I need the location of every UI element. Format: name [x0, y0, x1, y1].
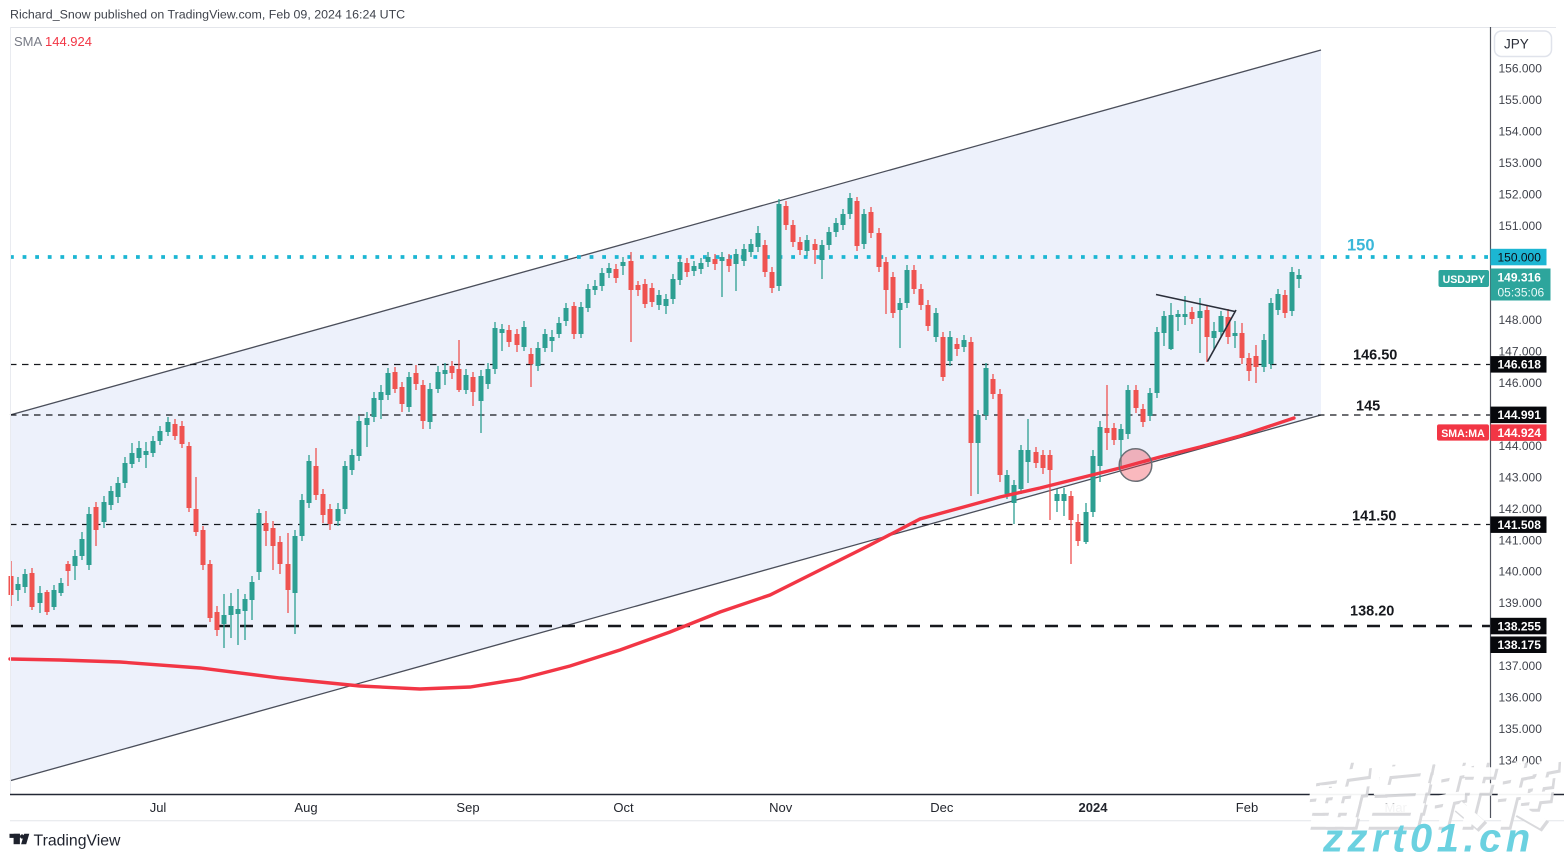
- svg-text:150: 150: [1347, 237, 1375, 255]
- svg-text:148.000: 148.000: [1499, 313, 1543, 327]
- svg-text:146.50: 146.50: [1353, 348, 1397, 364]
- svg-text:153.000: 153.000: [1499, 156, 1543, 170]
- svg-text:Oct: Oct: [613, 800, 634, 815]
- svg-text:SMA:MA: SMA:MA: [1441, 428, 1485, 440]
- svg-text:156.000: 156.000: [1499, 62, 1543, 76]
- svg-text:140.000: 140.000: [1499, 565, 1543, 579]
- svg-text:Nov: Nov: [769, 800, 793, 815]
- svg-text:150.000: 150.000: [1498, 250, 1542, 264]
- svg-text:146.000: 146.000: [1499, 376, 1543, 390]
- svg-text:141.000: 141.000: [1499, 533, 1543, 547]
- svg-text:146.618: 146.618: [1498, 358, 1542, 372]
- svg-text:Feb: Feb: [1236, 800, 1258, 815]
- svg-text:JPY: JPY: [1504, 37, 1529, 52]
- svg-text:139.000: 139.000: [1499, 596, 1543, 610]
- svg-text:143.000: 143.000: [1499, 470, 1543, 484]
- svg-text:138.20: 138.20: [1350, 604, 1394, 620]
- svg-text:144.924: 144.924: [45, 34, 92, 49]
- svg-text:144.991: 144.991: [1498, 408, 1542, 422]
- svg-text:142.000: 142.000: [1499, 502, 1543, 516]
- svg-text:149.316: 149.316: [1498, 271, 1542, 285]
- svg-text:154.000: 154.000: [1499, 125, 1543, 139]
- svg-text:Aug: Aug: [294, 800, 317, 815]
- svg-text:136.000: 136.000: [1499, 691, 1543, 705]
- svg-text:USDJPY: USDJPY: [1443, 274, 1485, 286]
- svg-text:137.000: 137.000: [1499, 659, 1543, 673]
- svg-text:TradingView: TradingView: [34, 833, 122, 850]
- svg-text:144.000: 144.000: [1499, 439, 1543, 453]
- svg-text:141.50: 141.50: [1352, 509, 1396, 525]
- svg-text:135.000: 135.000: [1499, 722, 1543, 736]
- svg-text:2024: 2024: [1079, 800, 1109, 815]
- svg-text:151.000: 151.000: [1499, 219, 1543, 233]
- svg-text:Dec: Dec: [930, 800, 954, 815]
- svg-text:Jul: Jul: [150, 800, 167, 815]
- svg-text:145: 145: [1356, 399, 1380, 415]
- svg-text:155.000: 155.000: [1499, 93, 1543, 107]
- svg-text:05:35:06: 05:35:06: [1498, 286, 1545, 300]
- svg-text:zzrt01.cn: zzrt01.cn: [1322, 817, 1535, 857]
- svg-text:134.000: 134.000: [1499, 753, 1543, 767]
- svg-text:144.924: 144.924: [1498, 426, 1542, 440]
- svg-text:138.255: 138.255: [1498, 619, 1542, 633]
- svg-text:SMA: SMA: [14, 34, 43, 49]
- svg-text:Richard_Snow published on Trad: Richard_Snow published on TradingView.co…: [10, 8, 405, 22]
- svg-text:147.000: 147.000: [1499, 345, 1543, 359]
- svg-text:141.508: 141.508: [1498, 518, 1542, 532]
- svg-text:Sep: Sep: [456, 800, 479, 815]
- svg-text:152.000: 152.000: [1499, 187, 1543, 201]
- svg-text:138.175: 138.175: [1498, 638, 1542, 652]
